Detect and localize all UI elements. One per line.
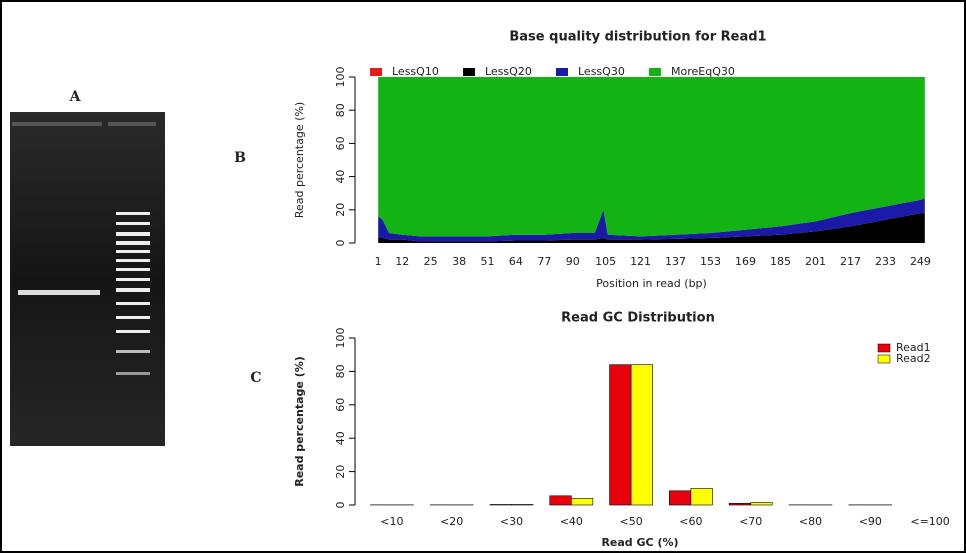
x-tick-label: 38	[452, 255, 466, 268]
bar	[751, 502, 773, 505]
y-tick-label: 20	[334, 203, 347, 217]
bar	[512, 504, 534, 505]
x-tick-label: <50	[619, 515, 642, 528]
x-tick-label: 233	[875, 255, 896, 268]
area	[378, 77, 925, 236]
y-tick-label: 100	[334, 328, 347, 349]
x-tick-label: 185	[770, 255, 791, 268]
y-tick-label: 80	[334, 364, 347, 378]
legend-swatch	[370, 68, 382, 76]
bar	[669, 491, 691, 505]
bar	[729, 503, 751, 505]
x-tick-label: <30	[500, 515, 523, 528]
x-tick-label: 121	[630, 255, 651, 268]
x-tick-label: <70	[739, 515, 762, 528]
bar	[631, 365, 653, 505]
legend-label: MoreEqQ30	[671, 65, 735, 78]
legend-swatch	[463, 68, 475, 76]
legend-label: LessQ10	[392, 65, 439, 78]
x-tick-label: 169	[735, 255, 756, 268]
bar	[610, 365, 632, 505]
y-tick-label: 40	[334, 431, 347, 445]
x-tick-label: 12	[395, 255, 409, 268]
chart-title: Read GC Distribution	[561, 311, 715, 326]
y-tick-label: 60	[334, 136, 347, 150]
bar	[691, 488, 713, 505]
bar	[571, 498, 593, 505]
x-tick-label: 249	[910, 255, 931, 268]
panel-label: B	[234, 150, 246, 166]
y-tick-label: 100	[334, 67, 347, 88]
x-tick-label: 153	[700, 255, 721, 268]
legend-label: LessQ30	[578, 65, 625, 78]
x-tick-label: 201	[805, 255, 826, 268]
x-tick-label: 1	[375, 255, 382, 268]
y-tick-label: 0	[334, 502, 347, 509]
x-tick-label: <80	[799, 515, 822, 528]
x-tick-label: 217	[840, 255, 861, 268]
y-tick-label: 20	[334, 465, 347, 479]
x-tick-label: 77	[537, 255, 551, 268]
y-tick-label: 40	[334, 170, 347, 184]
y-tick-label: 80	[334, 103, 347, 117]
bar	[550, 496, 572, 505]
x-tick-label: 105	[595, 255, 616, 268]
x-tick-label: <60	[679, 515, 702, 528]
x-tick-label: 51	[481, 255, 495, 268]
y-tick-label: 0	[334, 240, 347, 247]
y-axis-label: Read percentage (%)	[293, 102, 306, 218]
legend-label: LessQ20	[485, 65, 532, 78]
x-tick-label: <10	[380, 515, 403, 528]
x-tick-label: 137	[665, 255, 686, 268]
x-tick-label: <90	[859, 515, 882, 528]
legend-swatch	[878, 355, 890, 363]
y-tick-label: 60	[334, 398, 347, 412]
legend-swatch	[878, 344, 890, 352]
x-axis-label: Position in read (bp)	[596, 277, 707, 290]
x-tick-label: 64	[509, 255, 523, 268]
x-tick-label: <20	[440, 515, 463, 528]
x-tick-label: <=100	[910, 515, 949, 528]
bar	[490, 504, 512, 505]
y-axis-label: Read percentage (%)	[293, 356, 306, 487]
x-tick-label: <40	[560, 515, 583, 528]
x-tick-label: 25	[424, 255, 438, 268]
panel-label: C	[250, 370, 261, 386]
chart-title: Base quality distribution for Read1	[509, 30, 766, 45]
gel-image	[10, 112, 165, 446]
legend-swatch	[649, 68, 661, 76]
legend-swatch	[556, 68, 568, 76]
legend-label: Read2	[896, 352, 931, 365]
x-tick-label: 90	[566, 255, 580, 268]
figure: A B C LessQ10 LessQ20 LessQ30 MoreEqQ30 0 20 4…	[0, 0, 966, 553]
x-axis-label: Read GC (%)	[601, 536, 678, 549]
panel-label: A	[69, 89, 82, 105]
